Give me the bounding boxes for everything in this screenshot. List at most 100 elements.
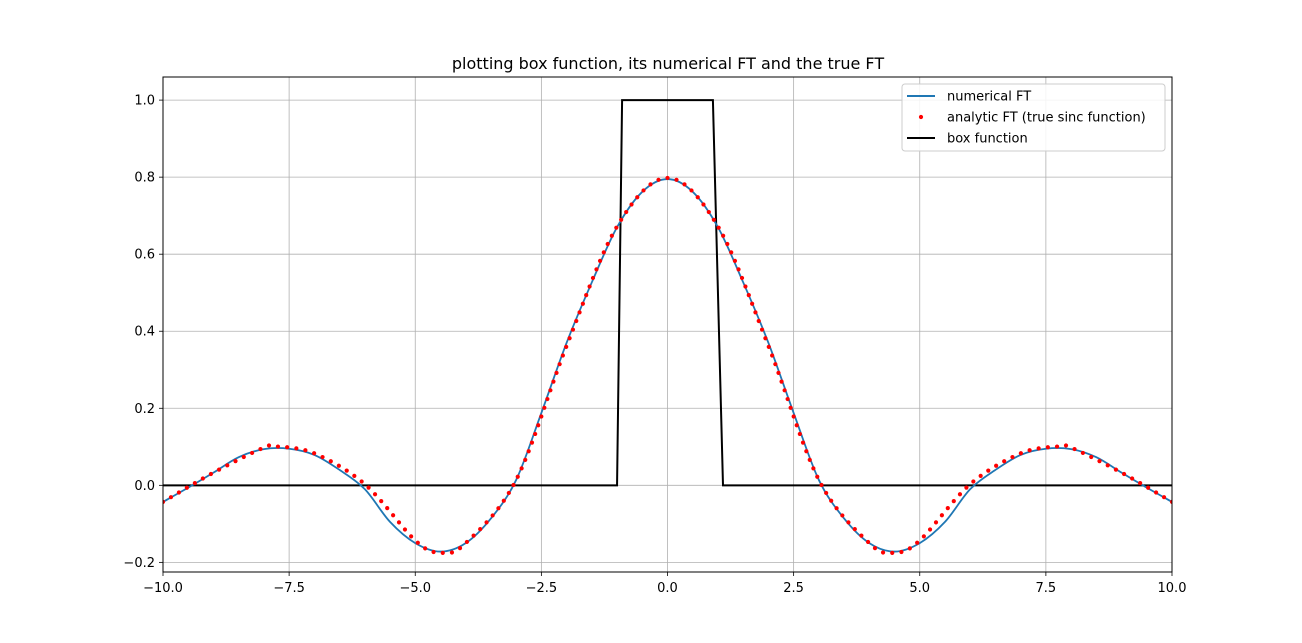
analytic-ft-point (782, 388, 787, 393)
analytic-ft-point (711, 217, 716, 222)
analytic-ft-point (478, 526, 483, 532)
analytic-ft-point (587, 284, 592, 289)
analytic-ft-point (415, 540, 420, 545)
analytic-ft-point (266, 443, 272, 448)
series-layer (163, 99, 1172, 555)
analytic-ft-point (682, 182, 687, 187)
analytic-ft-point (1089, 454, 1094, 460)
analytic-ft-point (1010, 454, 1015, 460)
analytic-ft-point (557, 362, 562, 367)
analytic-ft-point (526, 449, 531, 454)
analytic-ft-point (570, 327, 576, 332)
analytic-ft-point (501, 498, 506, 503)
y-tick-label: 0.8 (134, 171, 155, 186)
analytic-ft-point (564, 344, 569, 349)
analytic-ft-point (523, 457, 528, 462)
analytic-ft-point (766, 344, 771, 349)
analytic-ft-point (344, 468, 349, 473)
analytic-ft-point (303, 448, 308, 453)
legend: numerical FT analytic FT (true sinc funct… (901, 83, 1166, 152)
analytic-ft-point (285, 445, 290, 450)
analytic-ft-point (986, 468, 991, 473)
analytic-ft-point (594, 267, 599, 272)
analytic-ft-point (352, 473, 357, 478)
legend-label: numerical FT (947, 90, 1031, 105)
analytic-ft-point (464, 539, 470, 545)
analytic-ft-point (379, 499, 384, 504)
analytic-ft-point (804, 449, 809, 454)
analytic-ft-point (542, 405, 547, 410)
analytic-ft-point (865, 539, 871, 545)
analytic-ft-point (945, 506, 950, 511)
analytic-ft-point (320, 454, 325, 460)
analytic-ft-point (779, 379, 784, 384)
analytic-ft-point (560, 353, 565, 358)
analytic-ft-point (776, 370, 781, 375)
analytic-ft-point (1130, 476, 1135, 481)
analytic-ft-point (484, 520, 489, 525)
analytic-ft-point (1146, 485, 1151, 490)
analytic-ft-point (701, 202, 706, 207)
x-tick-label: −10.0 (143, 581, 183, 596)
analytic-ft-point (519, 466, 524, 471)
analytic-ft-point (927, 527, 933, 532)
analytic-ft-point (1113, 467, 1119, 472)
analytic-ft-point (971, 479, 976, 484)
analytic-ft-point (773, 362, 778, 367)
analytic-ft-point (1072, 446, 1077, 452)
analytic-ft-point (241, 454, 246, 460)
analytic-ft-point (567, 336, 572, 341)
analytic-ft-point (208, 471, 214, 477)
analytic-ft-point (957, 492, 963, 497)
x-tick-label: −2.5 (526, 581, 558, 596)
analytic-ft-point (168, 495, 174, 500)
analytic-ft-point (545, 396, 550, 402)
analytic-ft-point (1045, 445, 1050, 450)
legend-box (901, 83, 1166, 152)
analytic-ft-point (964, 485, 969, 490)
analytic-ft-point (539, 414, 544, 419)
analytic-ft-point (449, 550, 455, 555)
analytic-ft-point (815, 474, 820, 479)
analytic-ft-point (258, 446, 263, 452)
analytic-ft-point (471, 533, 476, 538)
analytic-ft-point (200, 476, 205, 481)
analytic-ft-point (811, 466, 816, 471)
analytic-ft-point (409, 534, 414, 539)
analytic-ft-point (1169, 499, 1172, 504)
analytic-ft-point (366, 485, 371, 490)
analytic-ft-point (890, 550, 895, 555)
analytic-ft-point (1002, 459, 1007, 464)
analytic-ft-point (706, 209, 711, 215)
analytic-ft-point (1036, 446, 1041, 451)
analytic-ft-point (457, 545, 463, 551)
analytic-ft-point (753, 310, 758, 315)
analytic-ft-point (763, 336, 768, 341)
x-tick-label: 5.0 (909, 581, 930, 596)
analytic-ft-point (846, 520, 851, 525)
analytic-ft-point (732, 258, 738, 263)
analytic-ft-point (590, 275, 596, 281)
analytic-ft-point (716, 225, 721, 230)
analytic-ft-point (785, 396, 790, 402)
analytic-ft-point (402, 527, 408, 532)
box-function-line (163, 99, 1172, 487)
y-tick-label: 0.4 (134, 325, 155, 340)
x-tick-label: 0.0 (657, 581, 678, 596)
analytic-ft-point (1153, 490, 1159, 495)
x-tick-label: −5.0 (399, 581, 431, 596)
analytic-ft-point (396, 520, 402, 525)
analytic-ft-point (533, 431, 538, 437)
analytic-ft-point (359, 479, 364, 484)
analytic-ft-point (824, 490, 829, 496)
analytic-ft-point (336, 463, 341, 468)
x-tick-label: 10.0 (1158, 581, 1187, 596)
analytic-ft-point (1063, 443, 1069, 448)
analytic-ft-point (1054, 444, 1060, 449)
analytic-ft-point (807, 457, 812, 462)
analytic-ft-point (859, 533, 864, 538)
analytic-ft-point (880, 550, 886, 555)
analytic-ft-point (788, 405, 793, 410)
analytic-ft-point (933, 520, 939, 525)
analytic-ft-point (536, 423, 541, 428)
